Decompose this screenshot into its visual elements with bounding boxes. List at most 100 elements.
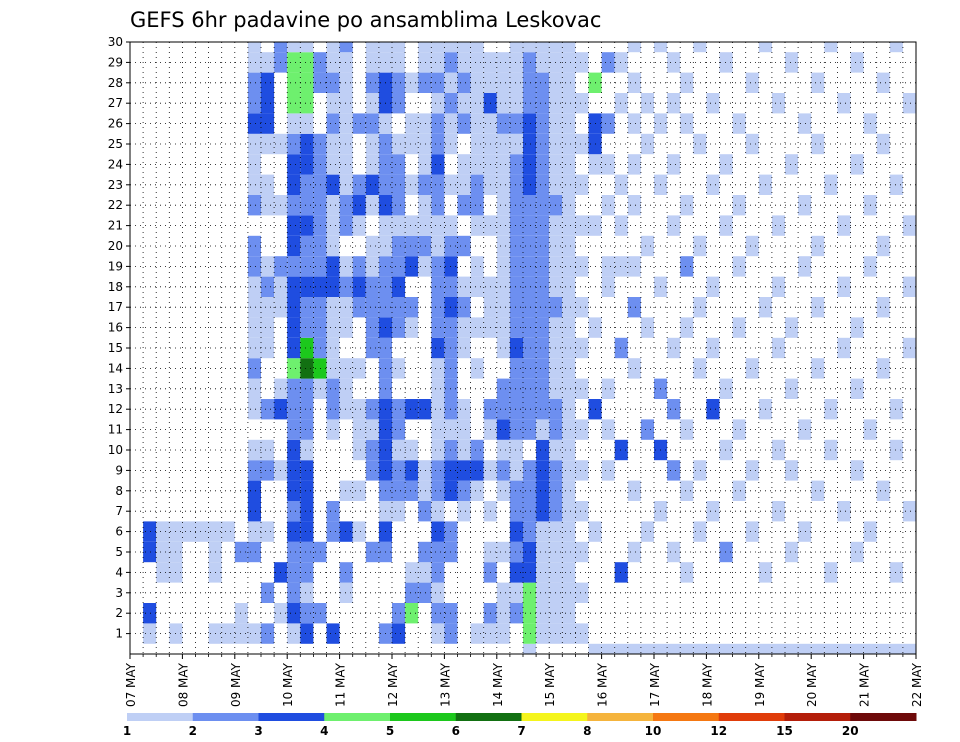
cell [247,501,261,522]
cell [182,521,196,542]
cell [837,215,851,236]
colorbar-label: 1 [123,724,131,738]
cell [562,541,576,563]
cell [300,501,314,522]
cell [719,52,733,73]
cell [523,562,537,583]
cell [457,154,471,175]
cell [156,562,170,583]
cell [234,603,248,624]
cell [261,623,275,644]
cell [418,235,432,257]
cell [457,276,471,297]
cell [667,93,681,114]
cell [300,215,314,236]
cell [261,297,275,318]
colorbar-label: 7 [517,724,525,738]
cell [326,501,340,522]
cell [785,317,799,338]
cell [418,501,432,522]
cell [601,643,615,654]
cell [287,154,301,175]
cell [392,174,406,195]
cell [496,133,510,155]
cell [392,72,406,93]
cell [706,93,720,114]
cell [405,235,419,257]
cell [496,276,510,297]
cell [523,72,537,93]
cell [444,42,458,53]
colorbar-label: 20 [842,724,859,738]
cell [261,460,275,481]
y-tick-label: 17 [108,300,123,314]
cell [300,42,314,53]
cell [745,460,759,481]
cell [339,480,353,501]
cell [365,72,379,93]
cell [575,501,589,522]
cell [431,276,445,297]
y-tick-label: 28 [108,76,123,90]
cell [339,154,353,175]
cell [562,52,576,73]
cell [562,562,576,583]
cell [496,317,510,338]
cell [418,72,432,93]
cell [523,358,537,379]
cell [536,72,550,93]
chart-title: GEFS 6hr padavine po ansamblima Leskovac [130,8,601,32]
cell [418,399,432,420]
cell [326,52,340,73]
cell [614,52,628,73]
cell [693,42,707,53]
cell [523,399,537,420]
cell [732,113,746,134]
cell [326,42,340,53]
cell [392,256,406,277]
cell [523,256,537,277]
cell [523,460,537,481]
cell [431,215,445,236]
cell [850,378,864,399]
cell [523,52,537,73]
cell [732,317,746,338]
cell [496,52,510,73]
cell [365,52,379,73]
x-axis-dates: 07 MAY 08 MAY 09 MAY 10 MAY 11 MAY 12 MAY 13 M… [124,654,924,707]
cell [457,297,471,318]
y-tick-label: 13 [108,382,123,396]
cell [811,480,825,501]
cell [247,399,261,420]
cell [261,174,275,195]
cell [601,154,615,175]
cell [509,358,523,379]
cell [261,521,275,542]
cell [902,276,916,297]
cell [247,623,261,644]
cell [300,521,314,542]
cell [719,215,733,236]
cell [300,133,314,155]
cell [313,603,327,624]
cell [431,562,445,583]
cell [523,113,537,134]
cell [261,93,275,114]
cell [247,480,261,501]
cell [680,480,694,501]
cell [365,297,379,318]
cell [706,399,720,420]
cell [339,582,353,603]
y-tick-label: 22 [108,198,123,212]
x-tick-label: 14 MAY [491,662,505,707]
cell [300,603,314,624]
cell [392,215,406,236]
cell [287,419,301,440]
cell [457,501,471,522]
cell [431,541,445,563]
cell [431,52,445,73]
cell [785,378,799,399]
cell [431,582,445,603]
cell [339,42,353,53]
cell [496,235,510,257]
